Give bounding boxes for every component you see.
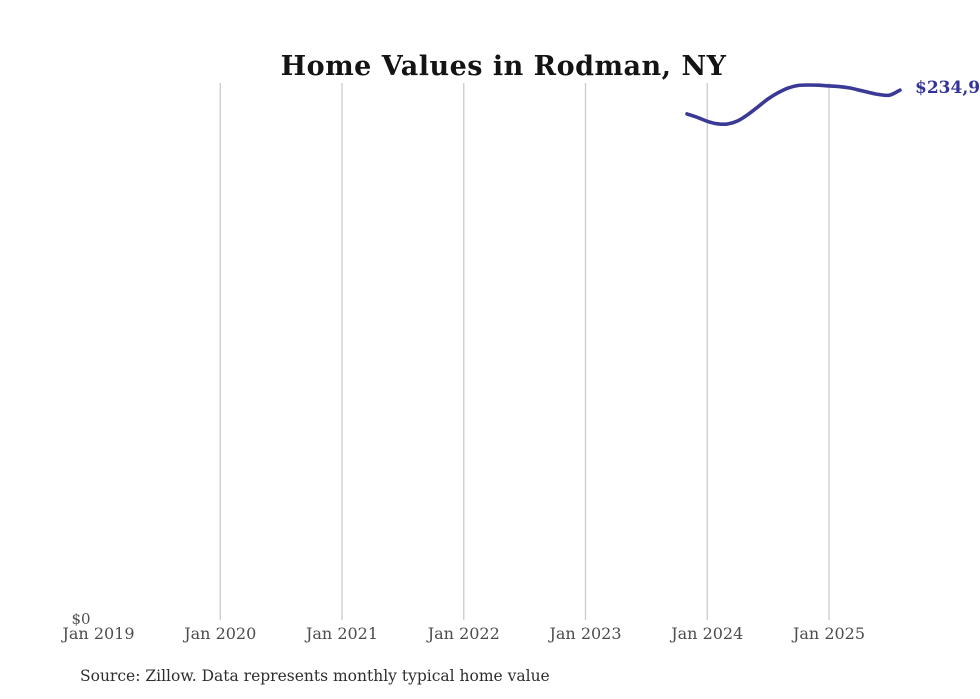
home-value-line: [685, 83, 902, 127]
x-tick-label: Jan 2022: [427, 624, 500, 643]
latest-value-label: $234,93: [915, 78, 980, 98]
x-tick-label: Jan 2019: [62, 624, 135, 643]
y-axis-zero-label: $0: [71, 610, 91, 628]
source-note: Source: Zillow. Data represents monthly …: [80, 667, 550, 685]
x-tick-label: Jan 2023: [549, 624, 622, 643]
x-tick-label: Jan 2024: [671, 624, 744, 643]
x-tick-label: Jan 2025: [792, 624, 866, 643]
chart-title: Home Values in Rodman, NY: [280, 51, 727, 83]
x-tick-label: Jan 2021: [305, 624, 379, 643]
gridlines-group: [219, 83, 830, 620]
x-tick-label: Jan 2020: [184, 624, 257, 643]
